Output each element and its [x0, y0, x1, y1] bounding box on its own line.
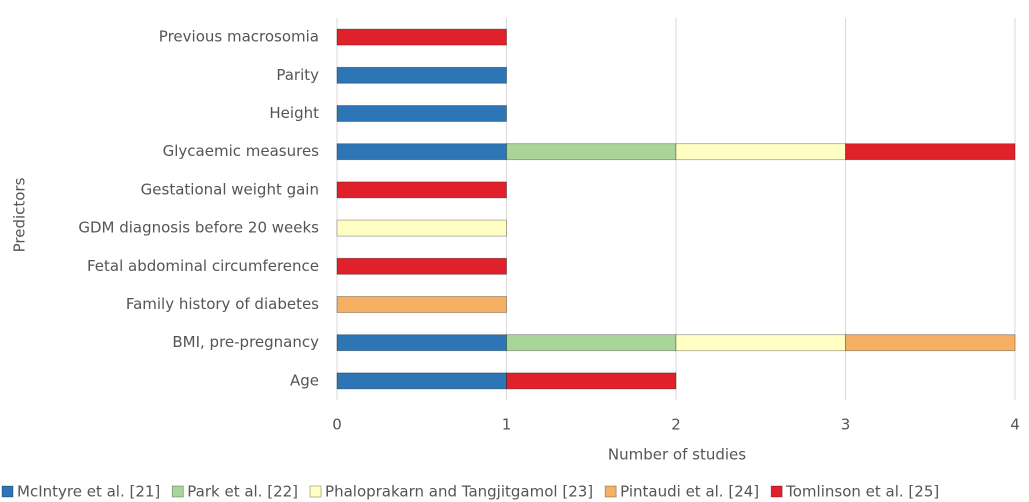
bar: [675, 334, 846, 352]
x-tick-label: 2: [671, 416, 681, 434]
y-tick-label: Age: [290, 371, 319, 389]
bar: [336, 28, 507, 46]
legend-swatch: [604, 485, 617, 498]
y-tick-label: GDM diagnosis before 20 weeks: [78, 219, 319, 237]
legend-swatch: [171, 485, 184, 498]
legend-label: Park et al. [22]: [187, 483, 298, 501]
bar: [336, 219, 507, 237]
legend-label: Pintaudi et al. [24]: [620, 483, 759, 501]
bar: [336, 105, 507, 122]
x-tick-label: 1: [502, 416, 512, 434]
bar: [506, 372, 677, 390]
x-tick-label: 0: [332, 416, 342, 434]
bar: [506, 143, 677, 161]
bar: [336, 334, 507, 352]
bar: [336, 181, 507, 199]
bar: [336, 257, 507, 275]
y-axis-title: Predictors: [11, 177, 29, 252]
bar: [336, 372, 507, 390]
bar: [336, 66, 507, 84]
x-tick-label: 3: [841, 416, 851, 434]
y-tick-label: Height: [269, 104, 319, 122]
legend-label: Tomlinson et al. [25]: [785, 483, 939, 501]
bar: [336, 143, 507, 161]
y-tick-label: Family history of diabetes: [126, 295, 319, 313]
legend-swatch: [770, 485, 783, 498]
x-tick-label: 4: [1010, 416, 1020, 434]
legend-label: McIntyre et al. [21]: [17, 483, 160, 501]
bar: [506, 334, 677, 352]
y-tick-label: Glycaemic measures: [163, 142, 320, 160]
bar: [336, 296, 507, 313]
x-axis-title: Number of studies: [608, 446, 746, 464]
legend-swatch: [1, 485, 14, 498]
bar: [675, 143, 846, 161]
bar: [845, 334, 1016, 352]
y-tick-label: Parity: [276, 66, 319, 84]
y-tick-label: BMI, pre-pregnancy: [172, 333, 319, 351]
legend-swatch: [309, 485, 322, 498]
legend-label: Phaloprakarn and Tangjitgamol [23]: [325, 483, 593, 501]
y-tick-label: Fetal abdominal circumference: [87, 257, 319, 275]
y-tick-label: Gestational weight gain: [141, 180, 319, 198]
bar: [845, 143, 1016, 161]
y-tick-label: Previous macrosomia: [159, 28, 319, 46]
